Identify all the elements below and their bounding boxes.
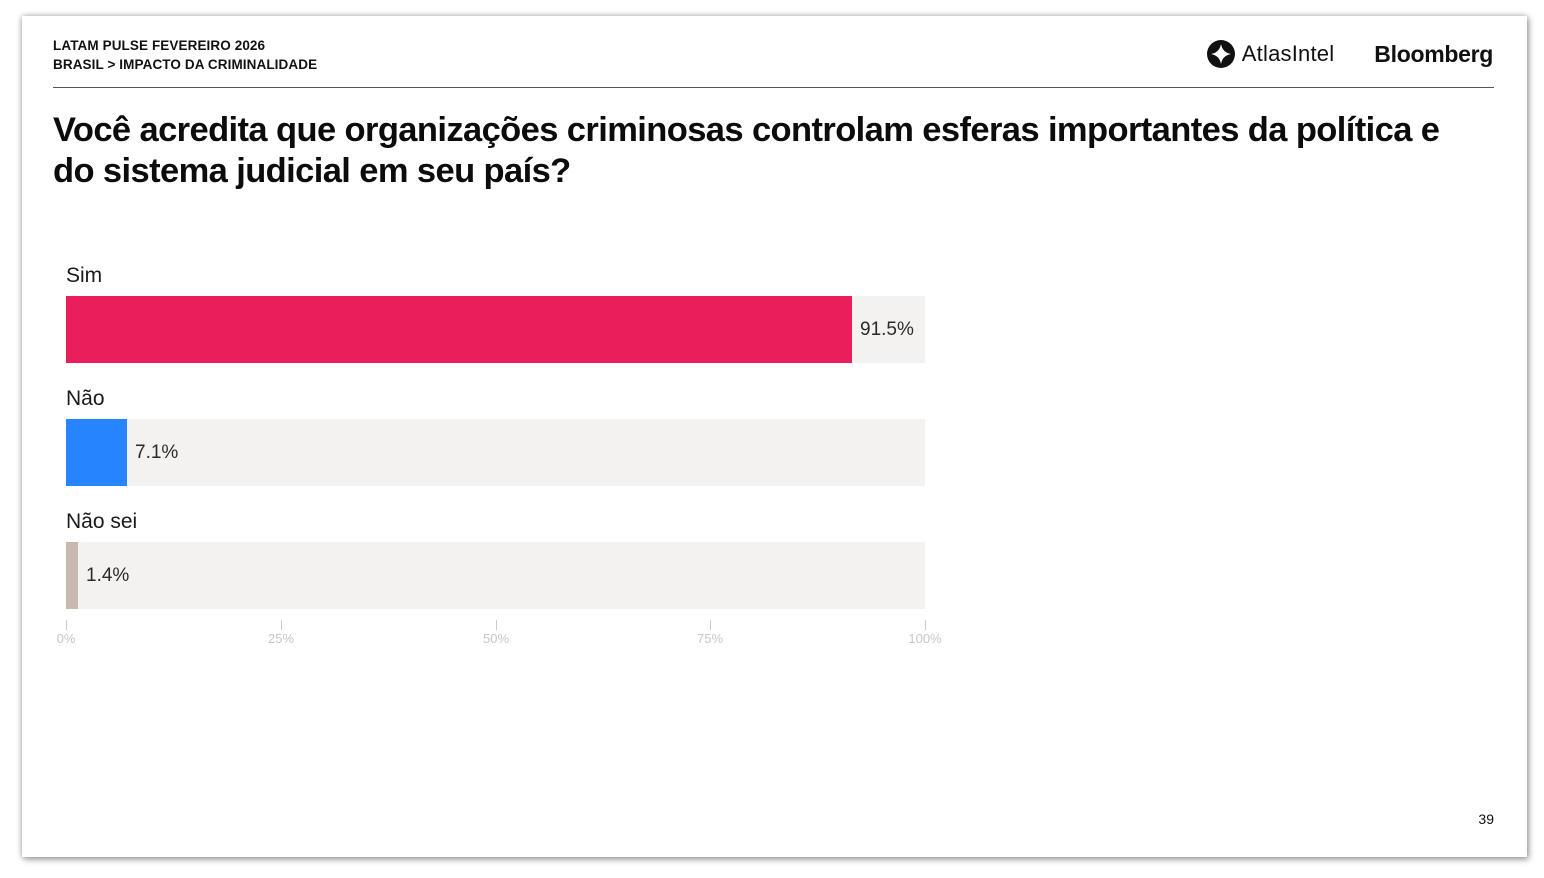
slide: LATAM PULSE FEVEREIRO 2026 BRASIL > IMPA… (22, 16, 1527, 857)
kicker: LATAM PULSE FEVEREIRO 2026 BRASIL > IMPA… (53, 36, 317, 74)
x-tick (925, 620, 926, 630)
x-tick-label: 50% (482, 631, 510, 646)
bar-nao-sei (66, 542, 78, 609)
bar-sim (66, 296, 852, 363)
x-tick (66, 620, 67, 630)
x-tick-label: 75% (696, 631, 724, 646)
atlasintel-wordmark: AtlasIntel (1241, 41, 1335, 66)
survey-name: LATAM PULSE FEVEREIRO 2026 (53, 38, 266, 53)
value-label: 1.4% (86, 565, 130, 586)
page-title: Você acredita que organizações criminosa… (53, 111, 1440, 190)
logos: AtlasIntel Bloomberg (1206, 37, 1493, 71)
category-label: Sim (66, 264, 103, 287)
bar-track: 1.4% (66, 542, 925, 609)
x-tick-label: 100% (908, 631, 942, 646)
x-axis: 0% 25% 50% 75% 100% (57, 620, 966, 650)
category-label: Não sei (66, 510, 138, 533)
x-tick-label: 25% (267, 631, 295, 646)
x-tick (710, 620, 711, 630)
bar-track: 7.1% (66, 419, 925, 486)
x-tick-label: 0% (56, 631, 76, 646)
value-label: 91.5% (860, 319, 914, 340)
bloomberg-logo: Bloomberg (1374, 40, 1493, 67)
atlasintel-logo-icon (1206, 40, 1235, 68)
page-number: 39 (1478, 811, 1494, 827)
bar-nao (66, 419, 127, 486)
x-tick (496, 620, 497, 630)
breadcrumb: BRASIL > IMPACTO DA CRIMINALIDADE (53, 57, 318, 72)
x-tick (281, 620, 282, 630)
bar-chart: Sim 91.5% Não 7.1% Não sei 1.4% 0% (57, 264, 966, 664)
category-label: Não (66, 387, 105, 410)
value-label: 7.1% (135, 442, 179, 463)
bar-track: 91.5% (66, 296, 925, 363)
atlasintel-logo: AtlasIntel (1206, 39, 1335, 69)
header-divider (53, 87, 1494, 88)
